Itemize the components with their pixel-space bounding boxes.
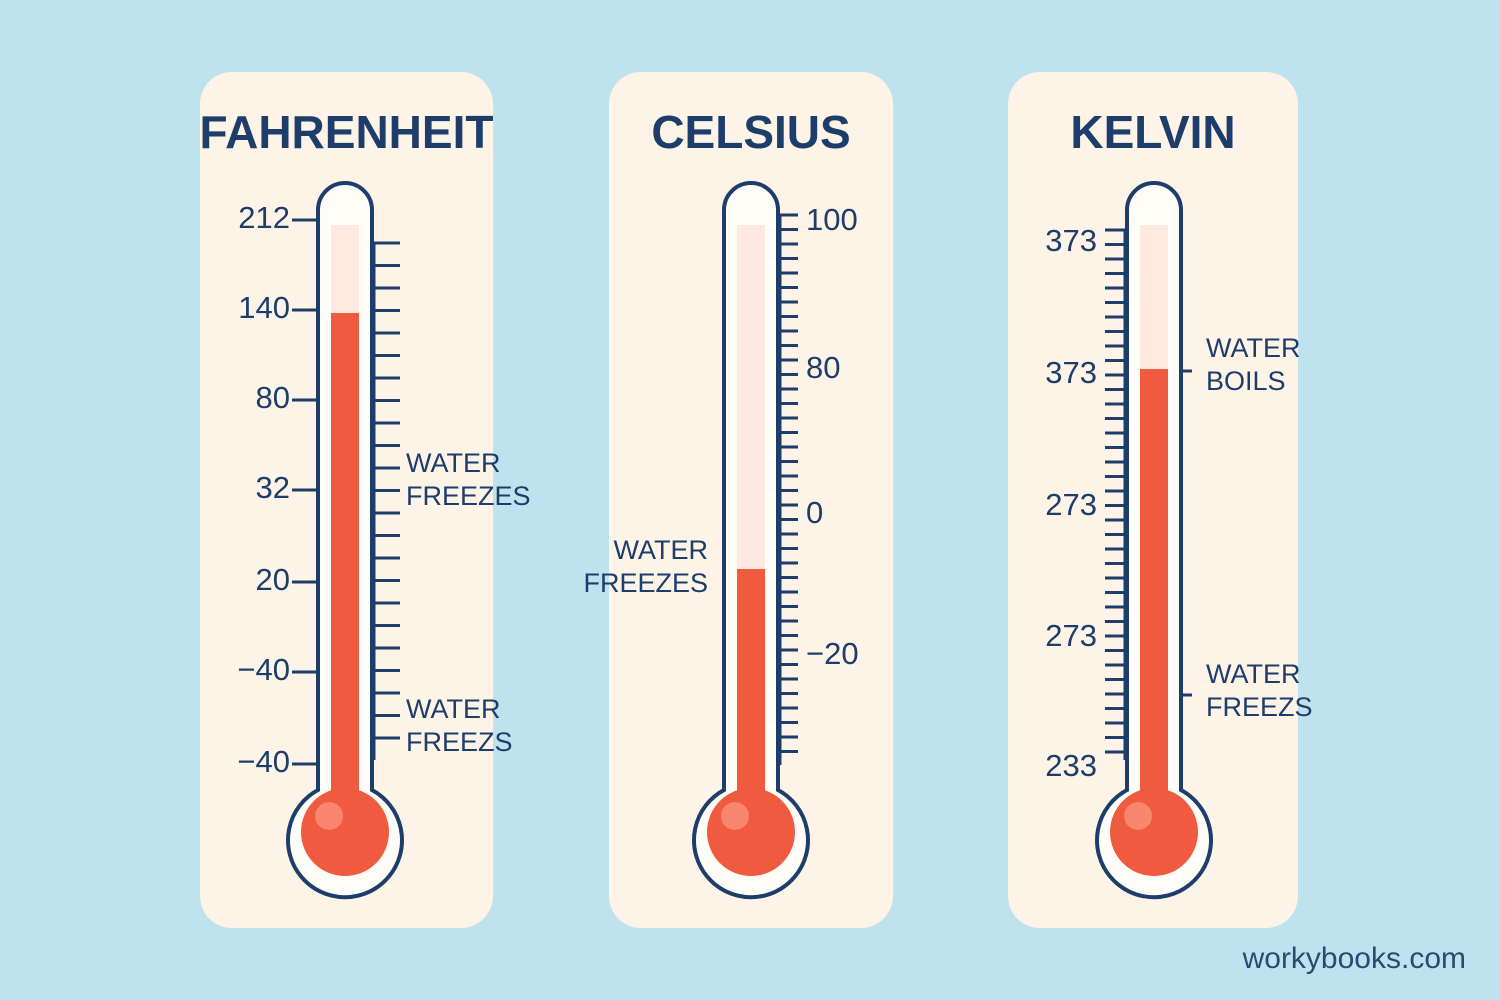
bulb-shine [721, 802, 749, 830]
annotation: BOILS [1206, 366, 1286, 396]
tick-label: 32 [256, 470, 290, 505]
panel-title: KELVIN [1070, 106, 1235, 158]
tick-label: −20 [806, 636, 859, 671]
tick-label: 273 [1045, 487, 1097, 522]
annotation: WATER [406, 694, 501, 724]
annotation: WATER [406, 448, 501, 478]
footer: workybooks.com [1242, 942, 1466, 975]
bulb-shine [315, 802, 343, 830]
panel-title: FAHRENHEIT [200, 106, 494, 158]
tick-label: −40 [237, 652, 290, 687]
annotation: FREEZES [406, 481, 531, 511]
tick-label: 80 [256, 380, 290, 415]
mercury [737, 569, 765, 810]
mercury [1140, 369, 1168, 810]
thermometer-panel: FAHRENHEIT212140803220−40−40WATERFREEZES… [200, 72, 531, 928]
annotation: WATER [1206, 659, 1301, 689]
tick-label: 0 [806, 495, 823, 530]
tick-label: 212 [238, 200, 290, 235]
annotation: WATER [614, 535, 709, 565]
bulb [1110, 788, 1198, 876]
tick-label: 20 [256, 562, 290, 597]
tick-label: 100 [806, 202, 858, 237]
bulb-shine [1124, 802, 1152, 830]
tick-label: 373 [1045, 355, 1097, 390]
tick-label: 373 [1045, 223, 1097, 258]
tick-label: 140 [238, 290, 290, 325]
annotation: FREEZS [1206, 692, 1313, 722]
panel-title: CELSIUS [651, 106, 850, 158]
tick-label: −40 [237, 744, 290, 779]
tick-label: 273 [1045, 618, 1097, 653]
thermometer-panel: KELVIN373373273273233WATERBOILSWATERFREE… [1008, 72, 1313, 928]
tick-label: 80 [806, 350, 840, 385]
mercury [331, 313, 359, 810]
annotation: WATER [1206, 333, 1301, 363]
bulb [707, 788, 795, 876]
tick-label: 233 [1045, 748, 1097, 783]
annotation: FREEZS [406, 727, 513, 757]
annotation: FREEZES [583, 568, 708, 598]
bulb [301, 788, 389, 876]
